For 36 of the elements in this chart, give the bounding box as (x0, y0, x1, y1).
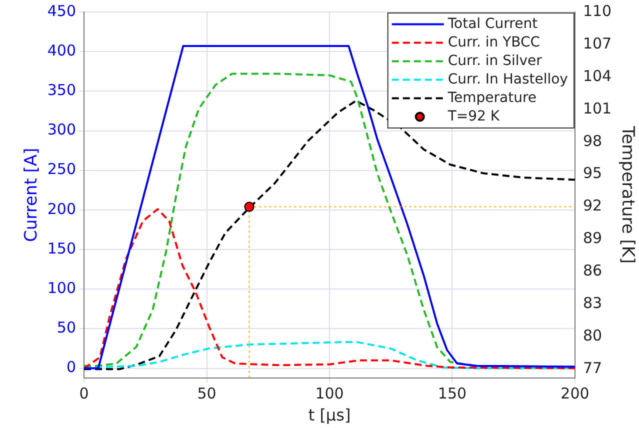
y2-tick-label: 98 (582, 132, 602, 150)
y2-tick-label: 80 (582, 326, 602, 345)
x-tick-label: 100 (315, 384, 344, 403)
y-tick-label: 150 (47, 239, 76, 258)
y-tick-label: 0 (66, 358, 76, 376)
y2-tick-label: 110 (582, 2, 612, 20)
y-axis-title: Current [A] (22, 148, 42, 242)
y2-tick-label: 107 (582, 34, 612, 52)
y-tick-label: 50 (56, 318, 76, 337)
y-tick-label: 250 (47, 160, 76, 178)
legend-label: Curr. in YBCC (448, 34, 540, 50)
y2-tick-label: 83 (582, 294, 602, 312)
legend-label: Curr. in Silver (448, 52, 542, 69)
legend-label: Total Current (446, 16, 538, 32)
x-axis-title: t [μs] (308, 406, 351, 425)
x-tick-label: 200 (560, 384, 590, 403)
y-tick-label: 300 (47, 120, 76, 139)
x-tick-label: 150 (438, 384, 467, 403)
legend-label: Curr. In Hastelloy (448, 71, 568, 88)
y-tick-label: 200 (47, 200, 76, 218)
y-tick-label: 450 (47, 2, 76, 20)
y-tick-label: 350 (47, 81, 76, 100)
y2-axis-title: Temperature [K] (617, 125, 638, 264)
legend-label: T=92 K (446, 108, 500, 124)
y2-tick-label: 86 (582, 262, 602, 280)
x-tick-label: 50 (197, 384, 216, 403)
y2-tick-label: 101 (582, 99, 612, 118)
y2-tick-label: 104 (582, 66, 612, 85)
y2-tick-label: 92 (582, 196, 602, 215)
y-tick-label: 100 (47, 279, 76, 298)
x-tick-label: 0 (79, 384, 89, 403)
y-tick-label: 400 (47, 41, 76, 60)
legend-label: Temperature (446, 90, 537, 106)
y2-tick-label: 77 (582, 359, 602, 378)
y2-tick-label: 89 (582, 229, 602, 248)
y2-tick-label: 95 (582, 164, 602, 182)
